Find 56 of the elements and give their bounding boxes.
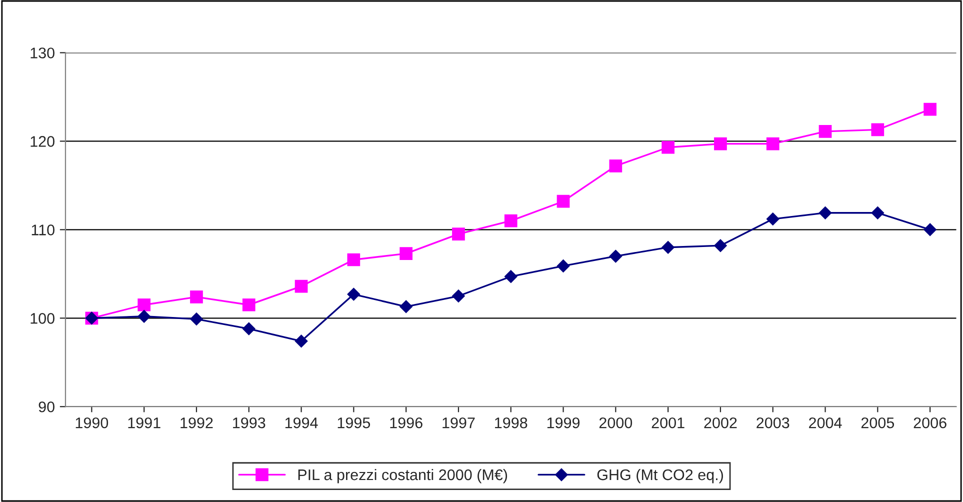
point (242, 322, 256, 336)
point (190, 290, 203, 304)
x-tick-label: 2001 (652, 417, 684, 428)
point (294, 334, 308, 348)
y-tick-label: 120 (30, 136, 54, 147)
x-tick-label: 1993 (233, 417, 266, 428)
point (138, 310, 150, 323)
x-tick-label: 1998 (495, 417, 528, 428)
point (347, 288, 360, 301)
point (242, 298, 256, 312)
point (924, 223, 936, 236)
point (400, 300, 412, 314)
x-tick-label: 1995 (338, 417, 370, 428)
point (556, 194, 570, 208)
x-tick-label: 2006 (914, 417, 946, 428)
point (714, 239, 727, 252)
point (714, 137, 727, 150)
x-tick-label: 2004 (809, 417, 842, 428)
point (818, 125, 832, 138)
point (609, 160, 622, 172)
y-tick-label: 130 (30, 48, 54, 58)
x-tick-label: 2003 (756, 417, 790, 428)
point (556, 260, 570, 272)
point (924, 102, 936, 116)
x-tick-label: 2005 (861, 417, 894, 428)
point (766, 212, 780, 226)
y-tick-label: 90 (38, 401, 54, 412)
point (766, 137, 780, 150)
point (662, 140, 674, 154)
x-tick-label: 1994 (285, 417, 318, 428)
point (138, 298, 151, 312)
legend-label: GHG (Mt CO2 eq.) (597, 468, 723, 484)
x-tick-label: 2000 (599, 417, 632, 428)
point (504, 270, 518, 283)
point (294, 280, 308, 293)
y-tick-label: 110 (32, 224, 54, 236)
point (662, 240, 674, 254)
x-tick-label: 1990 (76, 417, 108, 428)
point (818, 206, 832, 220)
x-tick-label: 1997 (442, 417, 475, 428)
x-tick-label: 1992 (180, 417, 213, 428)
point (871, 123, 884, 136)
x-tick-label: 1999 (547, 417, 580, 428)
point (452, 228, 465, 241)
y-tick-label: 100 (30, 313, 54, 324)
x-tick-label: 1996 (390, 417, 422, 428)
point (452, 290, 465, 302)
point (347, 253, 360, 266)
point (871, 206, 884, 220)
x-tick-label: 1991 (128, 417, 160, 428)
point (504, 214, 518, 228)
point (400, 247, 412, 260)
point (190, 312, 203, 326)
x-tick-label: 2002 (704, 417, 737, 428)
point (609, 250, 622, 263)
legend-label: PIL a prezzi costanti 2000 (M€) (298, 468, 508, 484)
